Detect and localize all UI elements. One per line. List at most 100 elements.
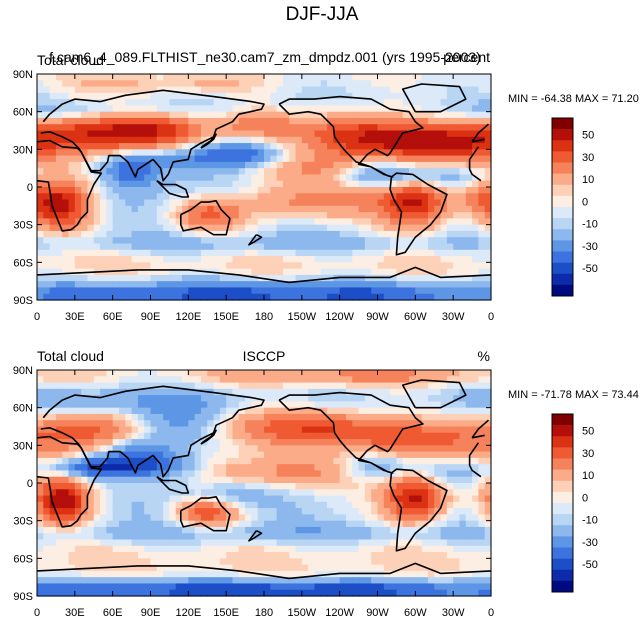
map-cell <box>478 124 486 132</box>
map-cell <box>131 558 139 566</box>
map-cell <box>226 155 234 163</box>
map-cell <box>427 268 435 276</box>
map-cell <box>156 224 164 232</box>
map-cell <box>396 388 404 396</box>
map-cell <box>118 407 126 415</box>
map-cell <box>49 388 57 396</box>
map-cell <box>238 168 246 176</box>
map-cell <box>144 262 152 270</box>
map-cell <box>213 407 221 415</box>
map-cell <box>137 212 145 219</box>
map-cell <box>238 262 246 270</box>
map-cell <box>402 489 410 497</box>
map-cell <box>264 249 271 257</box>
map-cell <box>213 376 221 384</box>
map-cell <box>144 212 152 219</box>
map-cell <box>137 205 145 213</box>
map-cell <box>106 243 114 251</box>
map-cell <box>49 545 57 553</box>
map-cell <box>402 143 410 150</box>
map-cell <box>118 105 126 113</box>
map-cell <box>440 552 448 559</box>
map-cell <box>232 149 240 157</box>
map-cell <box>446 508 454 515</box>
map-cell <box>282 457 290 465</box>
map-cell <box>118 237 126 245</box>
map-cell <box>100 533 107 541</box>
map-cell <box>446 161 454 169</box>
map-cell <box>402 514 410 522</box>
map-cell <box>396 237 404 245</box>
map-cell <box>62 117 70 125</box>
map-cell <box>257 407 265 415</box>
map-cell <box>175 130 183 138</box>
map-cell <box>81 249 89 257</box>
map-cell <box>74 293 82 301</box>
map-cell <box>245 545 252 553</box>
map-cell <box>377 124 385 132</box>
map-cell <box>465 432 473 440</box>
map-cell <box>207 526 215 534</box>
map-cell <box>314 483 322 490</box>
map-cell <box>169 451 177 459</box>
panel-model-map <box>36 74 492 301</box>
map-cell <box>81 432 89 440</box>
map-cell <box>270 545 278 553</box>
map-cell <box>163 99 171 106</box>
map-cell <box>213 445 221 453</box>
map-cell <box>314 262 322 270</box>
map-cell <box>270 92 278 100</box>
map-cell <box>396 407 404 415</box>
map-cell <box>93 92 101 100</box>
map-cell <box>55 105 63 113</box>
map-cell <box>169 401 177 409</box>
map-cell <box>339 564 347 572</box>
map-cell <box>327 293 334 301</box>
map-cell <box>100 224 107 232</box>
map-cell <box>478 533 486 541</box>
map-cell <box>465 514 473 522</box>
map-cell <box>339 86 347 94</box>
map-cell <box>106 552 114 559</box>
map-cell <box>352 136 360 144</box>
map-cell <box>314 281 322 289</box>
map-cell <box>175 174 183 182</box>
map-cell <box>137 432 145 440</box>
colorbar-swatch <box>552 173 573 186</box>
map-cell <box>213 168 221 176</box>
map-cell <box>415 476 423 484</box>
map-cell <box>150 451 158 459</box>
map-cell <box>295 224 303 232</box>
map-cell <box>289 124 297 132</box>
map-cell <box>352 407 360 415</box>
map-cell <box>301 489 309 497</box>
map-cell <box>364 382 372 390</box>
map-cell <box>364 237 372 245</box>
map-cell <box>144 451 152 459</box>
map-cell <box>371 483 379 490</box>
map-cell <box>472 86 479 94</box>
map-cell <box>55 558 63 566</box>
map-cell <box>163 256 171 263</box>
map-cell <box>352 558 360 566</box>
map-cell <box>257 256 265 263</box>
map-cell <box>402 483 410 490</box>
map-cell <box>364 370 372 377</box>
map-cell <box>396 451 404 459</box>
map-cell <box>472 224 479 232</box>
map-cell <box>245 124 252 132</box>
map-cell <box>62 470 70 478</box>
map-cell <box>440 533 448 541</box>
map-cell <box>74 483 82 490</box>
map-cell <box>465 495 473 503</box>
map-cell <box>226 552 234 559</box>
map-cell <box>390 168 398 176</box>
map-cell <box>87 274 95 282</box>
map-cell <box>276 180 284 188</box>
map-cell <box>200 388 208 396</box>
map-cell <box>207 243 215 251</box>
map-cell <box>219 92 227 100</box>
map-cell <box>276 457 284 465</box>
map-cell <box>371 180 379 188</box>
map-cell <box>415 464 423 472</box>
